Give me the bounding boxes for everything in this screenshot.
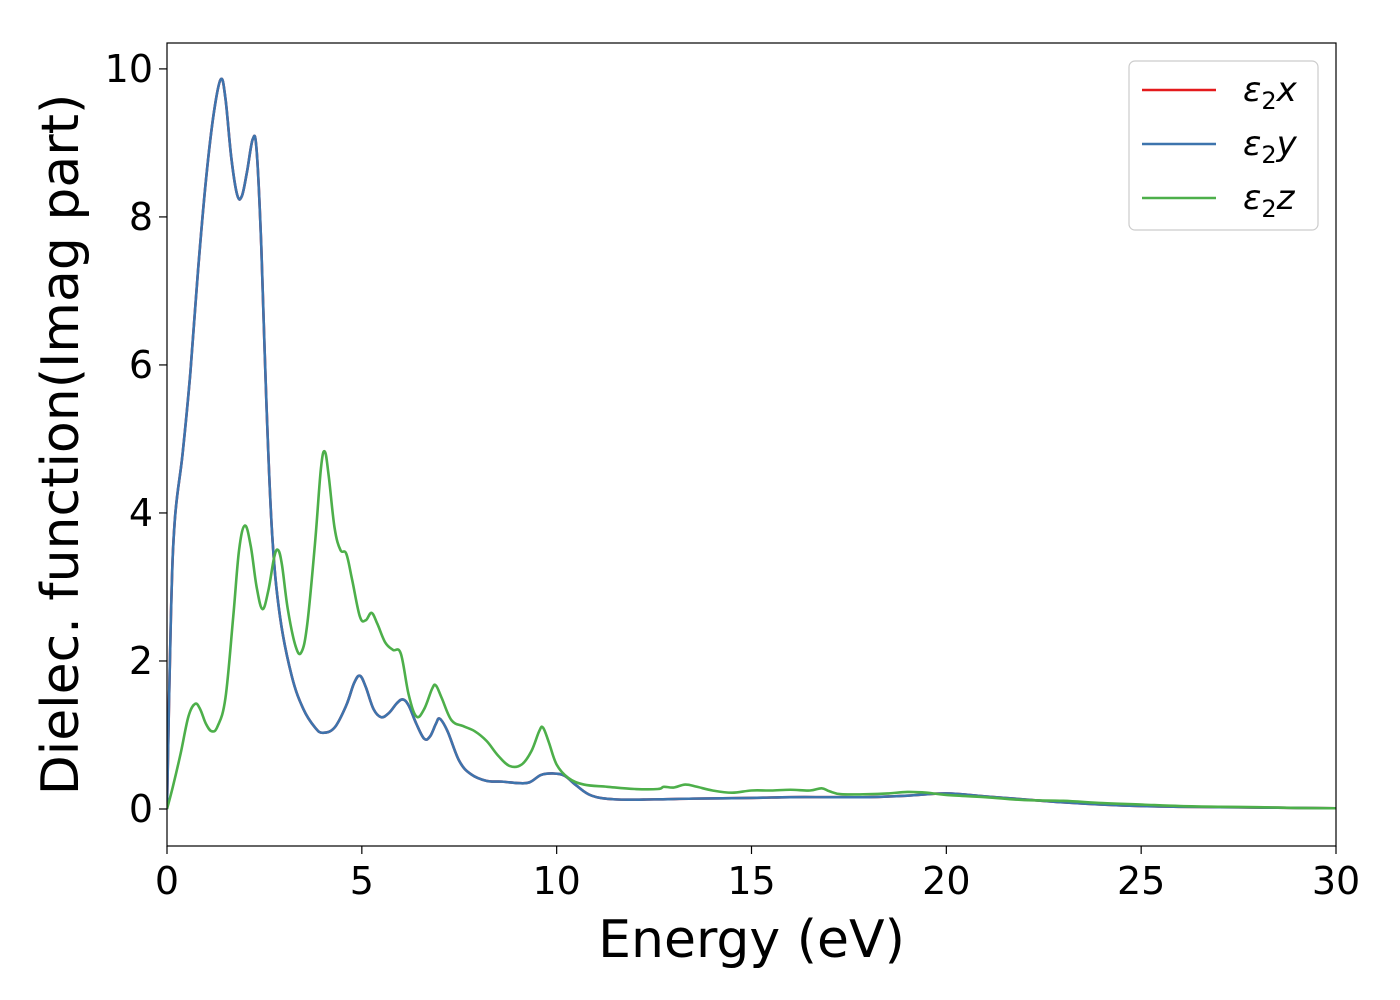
x-axis-ticks: 0 5 10 15 20 25 30 xyxy=(155,846,1360,903)
series-line-z xyxy=(167,449,1336,810)
x-tick-label: 25 xyxy=(1117,859,1165,903)
legend: ε2x ε2y ε2z xyxy=(1128,60,1319,231)
y-tick-label: 8 xyxy=(129,195,153,239)
x-tick-label: 5 xyxy=(350,859,374,903)
x-tick-label: 0 xyxy=(155,859,179,903)
legend-label-z: ε2z xyxy=(1243,178,1296,223)
y-tick-label: 6 xyxy=(129,343,153,387)
legend-label-x: ε2x xyxy=(1243,70,1298,115)
y-tick-label: 10 xyxy=(105,47,153,91)
legend-label-y: ε2y xyxy=(1243,124,1298,169)
y-axis-label: Dielec. function(Imag part) xyxy=(31,94,91,796)
y-axis-ticks: 0 2 4 6 8 10 xyxy=(105,47,167,831)
x-tick-label: 15 xyxy=(727,859,775,903)
x-tick-label: 20 xyxy=(922,859,970,903)
x-tick-label: 10 xyxy=(532,859,580,903)
y-tick-label: 4 xyxy=(129,491,153,535)
plot-area xyxy=(167,77,1336,810)
series-line-y xyxy=(167,77,1336,810)
x-axis-label: Energy (eV) xyxy=(598,910,905,970)
y-tick-label: 0 xyxy=(129,787,153,831)
x-tick-label: 30 xyxy=(1312,859,1360,903)
legend-box xyxy=(1128,60,1319,231)
y-tick-label: 2 xyxy=(129,639,153,683)
